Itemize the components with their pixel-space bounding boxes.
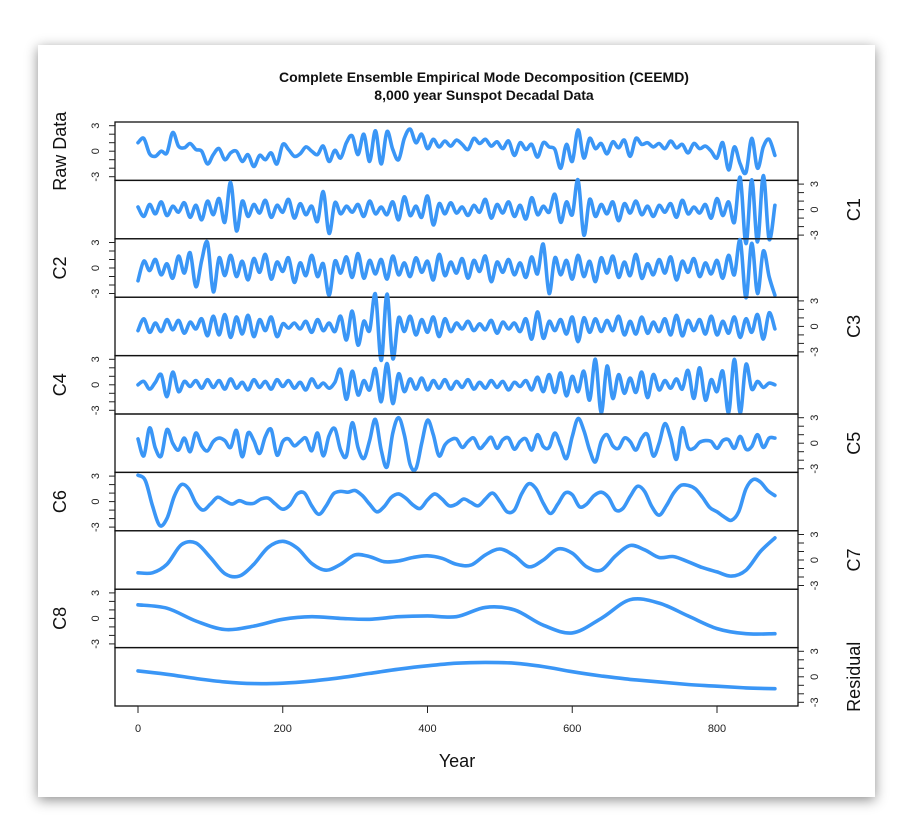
panel-frame: [114, 413, 799, 474]
y-tick-label: -3: [809, 230, 821, 240]
y-tick-label: 0: [809, 207, 821, 213]
y-tick-label: 0: [809, 557, 821, 563]
x-tick-label: 400: [418, 723, 436, 735]
series-line-c1: [136, 173, 777, 246]
y-tick-label: -3: [90, 522, 102, 532]
y-tick-label: 3: [809, 531, 821, 537]
y-tick-label: 0: [809, 323, 821, 329]
panel-label: C3: [844, 315, 864, 338]
series-line-residual: [136, 660, 777, 691]
panel-c1: 3 0 -3 C1: [114, 173, 864, 246]
panel-c7: 3 0 -3 C7: [114, 530, 864, 591]
y-tick-label: 3: [90, 590, 102, 596]
panel-c8: 3 0 -3 C8: [50, 588, 799, 649]
panel-label: C8: [50, 607, 70, 630]
series-line-c7: [136, 536, 777, 579]
panel-label: C2: [50, 256, 70, 279]
y-tick-label: 0: [90, 148, 102, 154]
y-tick-label: -3: [90, 405, 102, 415]
chart-card: [38, 45, 875, 797]
y-tick-label: -3: [90, 639, 102, 649]
x-tick-label: 600: [563, 723, 581, 735]
series-line-c6: [136, 473, 777, 528]
panel-residual: 3 0 -3 Residual: [114, 642, 864, 712]
series-line-c8: [136, 596, 777, 636]
y-tick-label: 3: [809, 415, 821, 421]
panel-label: C7: [844, 548, 864, 571]
y-tick-label: 0: [809, 674, 821, 680]
chart-subtitle: 8,000 year Sunspot Decadal Data: [374, 87, 594, 103]
y-tick-label: 3: [90, 473, 102, 479]
y-tick-label: 3: [809, 298, 821, 304]
panel-c3: 3 0 -3 C3: [114, 292, 864, 363]
y-tick-label: 3: [90, 356, 102, 362]
panel-frame: [114, 646, 799, 707]
panel-label: C1: [844, 198, 864, 221]
y-tick-label: 0: [90, 382, 102, 388]
y-tick-label: 0: [90, 615, 102, 621]
panel-frame: [114, 471, 799, 532]
panel-raw-data: 3 0 -3 Raw Data: [50, 111, 799, 191]
series-line-c3: [136, 292, 777, 363]
panel-c6: 3 0 -3 C6: [50, 471, 799, 532]
panel-c4: 3 0 -3 C4: [50, 354, 799, 415]
panel-label: C5: [844, 432, 864, 455]
y-tick-label: 3: [90, 239, 102, 245]
y-tick-label: -3: [809, 347, 821, 357]
x-axis-label: Year: [439, 751, 475, 771]
series-line-c2: [136, 238, 777, 300]
panel-label: Raw Data: [50, 111, 70, 191]
y-tick-label: 0: [90, 499, 102, 505]
y-tick-label: -3: [90, 172, 102, 182]
x-tick-label: 800: [708, 723, 726, 735]
x-tick-label: 0: [135, 723, 141, 735]
y-tick-label: -3: [809, 581, 821, 591]
series-line-raw-data: [136, 127, 777, 176]
x-tick-label: 200: [274, 723, 292, 735]
chart-title: Complete Ensemble Empirical Mode Decompo…: [279, 69, 689, 85]
panel-frame: [114, 530, 799, 590]
y-tick-label: -3: [90, 289, 102, 299]
panel-label: C6: [50, 490, 70, 513]
y-tick-label: 3: [90, 123, 102, 129]
series-line-c5: [136, 415, 777, 473]
y-tick-label: -3: [809, 464, 821, 474]
y-tick-label: 0: [809, 440, 821, 446]
panel-label: Residual: [844, 642, 864, 712]
y-tick-label: 3: [809, 181, 821, 187]
series-line-c4: [136, 357, 777, 415]
y-tick-label: -3: [809, 697, 821, 707]
y-tick-label: 0: [90, 265, 102, 271]
panel-c5: 3 0 -3 C5: [114, 413, 864, 474]
panel-label: C4: [50, 373, 70, 396]
y-tick-label: 3: [809, 648, 821, 654]
panel-c2: 3 0 -3 C2: [50, 238, 799, 300]
